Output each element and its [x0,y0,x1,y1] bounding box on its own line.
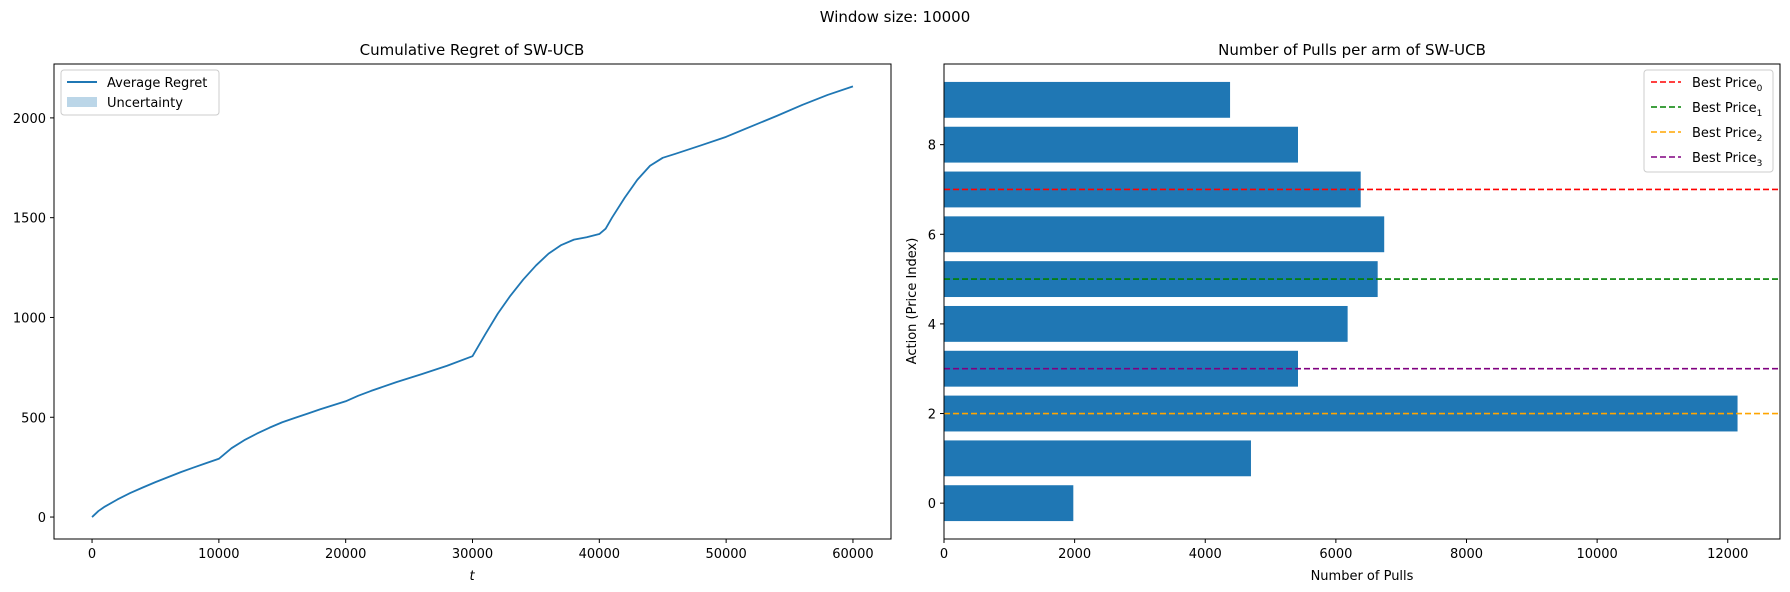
regret-ytick-label: 1500 [13,212,46,227]
pulls-xtick-label: 6000 [1319,547,1352,562]
pulls-legend-box [1643,69,1774,173]
pulls-ylabel: Action (Price Index) [905,238,920,365]
figure-suptitle: Window size: 10000 [820,8,971,26]
pulls-xtick-label: 8000 [1450,547,1483,562]
pulls-xtick-label: 12000 [1707,547,1748,562]
pulls-ytick-label: 0 [928,497,936,512]
regret-plot-area [91,85,854,518]
pulls-bar-4 [944,305,1348,342]
pulls-title: Number of Pulls per arm of SW-UCB [1218,41,1486,59]
pulls-xtick-label: 4000 [1189,547,1222,562]
pulls-bar-1 [944,440,1251,477]
pulls-ytick-label: 2 [928,408,936,423]
legend-swatch-uncertainty [67,97,97,107]
regret-ticks: 0 10000 20000 30000 40000 50000 60000 0 500 1000 1… [13,112,874,562]
regret-legend: Average Regret Uncertainty [60,69,220,116]
legend-label-best-price-0: Best Price0 [1692,76,1763,94]
regret-axes-frame [53,63,892,540]
pulls-ytick-label: 8 [928,139,936,154]
regret-ytick-label: 1000 [13,311,46,326]
pulls-bar-6 [944,216,1385,253]
legend-label-uncertainty: Uncertainty [107,96,183,111]
regret-xtick-label: 40000 [579,547,620,562]
regret-xtick-label: 10000 [198,547,239,562]
pulls-axes-frame [943,63,1781,540]
regret-ytick-label: 0 [38,511,46,526]
pulls-reference-lines [944,188,1780,415]
legend-label-best-price-2: Best Price2 [1692,126,1762,144]
pulls-xtick-label: 10000 [1576,547,1617,562]
regret-ytick-label: 2000 [13,112,46,127]
regret-ytick-label: 500 [21,411,46,426]
pulls-bar-9 [944,81,1231,118]
pulls-panel: Number of Pulls per arm of SW-UCB 0 2000 4… [905,41,1781,584]
pulls-ytick-label: 4 [928,318,936,333]
legend-label-best-price-1: Best Price1 [1692,101,1762,119]
regret-legend-box [60,69,220,116]
regret-xtick-label: 30000 [452,547,493,562]
pulls-bar-0 [944,485,1074,522]
pulls-ytick-label: 6 [928,228,936,243]
regret-panel: Cumulative Regret of SW-UCB 0 10000 20000 3… [13,41,892,584]
regret-xtick-label: 20000 [325,547,366,562]
pulls-ticks: 0 2000 4000 6000 8000 10000 12000 0 2 4 6 8 [928,139,1749,562]
legend-label-average-regret: Average Regret [107,76,207,91]
pulls-bar-8 [944,126,1298,163]
regret-xtick-label: 50000 [705,547,746,562]
pulls-xtick-label: 2000 [1058,547,1091,562]
regret-xlabel: t [469,569,475,584]
regret-xtick-label: 0 [88,547,96,562]
pulls-xtick-label: 0 [940,547,948,562]
regret-xtick-label: 60000 [832,547,873,562]
regret-title: Cumulative Regret of SW-UCB [360,41,585,59]
pulls-xlabel: Number of Pulls [1311,569,1414,584]
legend-label-best-price-3: Best Price3 [1692,151,1762,169]
pulls-legend: Best Price0 Best Price1 Best Price2 Best Pr… [1643,69,1774,173]
average-regret-line [91,85,854,518]
